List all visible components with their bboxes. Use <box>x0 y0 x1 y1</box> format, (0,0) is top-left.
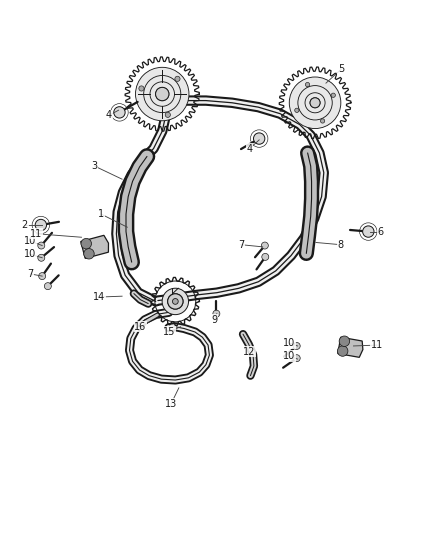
Circle shape <box>289 77 341 128</box>
Circle shape <box>44 282 51 289</box>
Circle shape <box>254 133 265 144</box>
Text: 3: 3 <box>92 161 98 171</box>
Text: 16: 16 <box>134 322 147 332</box>
Circle shape <box>162 288 188 314</box>
Circle shape <box>293 354 300 362</box>
Circle shape <box>262 253 269 261</box>
Circle shape <box>39 272 46 280</box>
Circle shape <box>173 298 178 304</box>
Text: 4: 4 <box>247 143 253 154</box>
Circle shape <box>339 336 350 346</box>
Text: 10: 10 <box>283 338 295 348</box>
Circle shape <box>135 67 189 121</box>
Circle shape <box>261 242 268 249</box>
Circle shape <box>213 310 220 317</box>
Text: 2: 2 <box>21 220 28 230</box>
Text: 6: 6 <box>378 227 384 237</box>
Circle shape <box>81 238 92 249</box>
Circle shape <box>84 248 94 259</box>
Text: 10: 10 <box>24 236 36 246</box>
Circle shape <box>310 98 320 108</box>
Circle shape <box>293 343 300 350</box>
Text: 1: 1 <box>98 209 104 219</box>
Text: 10: 10 <box>283 351 295 361</box>
Text: 5: 5 <box>338 64 344 74</box>
Text: 10: 10 <box>24 249 36 259</box>
Circle shape <box>155 87 169 101</box>
Circle shape <box>139 86 144 91</box>
Text: 7: 7 <box>238 240 244 249</box>
Circle shape <box>165 112 170 117</box>
Text: 8: 8 <box>337 240 343 249</box>
Circle shape <box>38 254 45 261</box>
Text: 7: 7 <box>27 269 34 279</box>
Text: 12: 12 <box>244 346 256 357</box>
Circle shape <box>331 93 336 98</box>
Text: 11: 11 <box>371 340 383 350</box>
Polygon shape <box>338 337 363 357</box>
Circle shape <box>305 83 310 87</box>
Circle shape <box>295 108 299 112</box>
Text: 11: 11 <box>30 229 42 239</box>
Text: 13: 13 <box>165 399 177 409</box>
Circle shape <box>114 107 125 118</box>
Circle shape <box>38 242 45 249</box>
Text: 15: 15 <box>162 327 175 337</box>
Polygon shape <box>81 235 109 259</box>
Circle shape <box>363 226 374 237</box>
Circle shape <box>337 346 348 356</box>
Circle shape <box>35 220 46 231</box>
Text: 4: 4 <box>106 110 112 120</box>
Circle shape <box>321 119 325 123</box>
Circle shape <box>175 76 180 82</box>
Text: 14: 14 <box>93 292 105 302</box>
Text: 9: 9 <box>212 315 218 325</box>
Circle shape <box>168 294 183 309</box>
